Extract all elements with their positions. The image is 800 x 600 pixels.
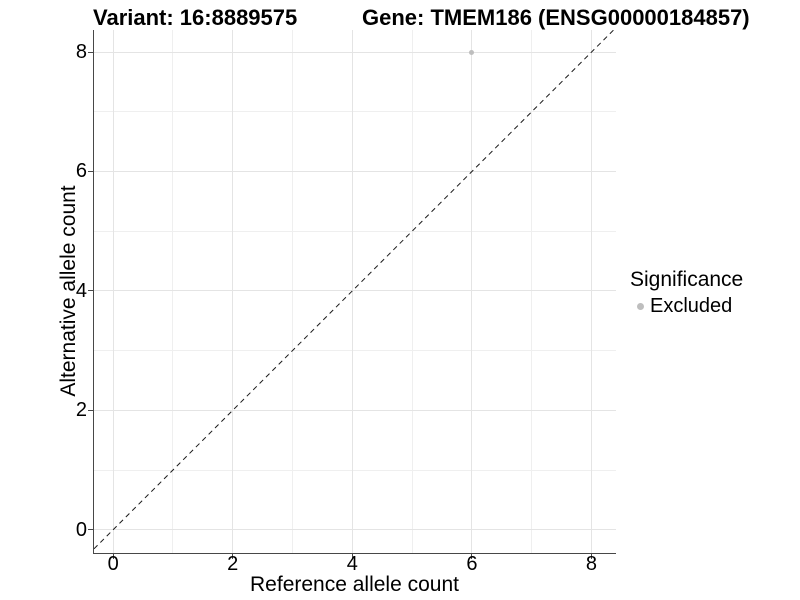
y-tick-label-8: 8 bbox=[75, 41, 87, 64]
variant-title: Variant: 16:8889575 bbox=[93, 5, 298, 30]
y-tick-mark-4 bbox=[88, 290, 93, 292]
y-tick-mark-8 bbox=[88, 51, 93, 53]
minor-gridline-y-5 bbox=[94, 230, 616, 232]
x-tick-mark-0 bbox=[112, 554, 114, 559]
major-gridline-y-8 bbox=[94, 51, 616, 53]
minor-gridline-x-3 bbox=[292, 30, 293, 553]
x-tick-mark-2 bbox=[232, 554, 234, 559]
major-gridline-x-6 bbox=[471, 30, 473, 553]
minor-gridline-x-5 bbox=[411, 30, 413, 553]
x-tick-label-8: 8 bbox=[585, 553, 598, 575]
x-tick-mark-8 bbox=[590, 554, 592, 559]
minor-gridline-y-7 bbox=[94, 111, 616, 113]
legend-item-label: Excluded bbox=[650, 295, 733, 317]
gene-title: Gene: TMEM186 (ENSG00000184857) bbox=[362, 5, 750, 30]
y-tick-label-6: 6 bbox=[75, 160, 87, 183]
y-tick-mark-2 bbox=[88, 409, 93, 411]
x-tick-label-2: 2 bbox=[227, 553, 239, 575]
major-gridline-y-6 bbox=[94, 170, 616, 172]
excluded-point-icon bbox=[636, 302, 644, 310]
plot-panel bbox=[93, 30, 616, 554]
legend: Significance Excluded bbox=[627, 268, 743, 318]
legend-item-excluded: Excluded bbox=[627, 294, 743, 318]
minor-gridline-y-3 bbox=[94, 350, 616, 352]
x-tick-mark-6 bbox=[471, 554, 473, 559]
major-gridline-y-2 bbox=[94, 409, 616, 411]
y-tick-label-2: 2 bbox=[75, 399, 87, 422]
y-tick-mark-6 bbox=[88, 170, 93, 172]
minor-gridline-y-1 bbox=[94, 469, 616, 471]
major-gridline-x-0 bbox=[112, 30, 114, 553]
data-point-6-8 bbox=[469, 49, 475, 55]
major-gridline-y-0 bbox=[94, 529, 616, 531]
legend-key bbox=[632, 294, 648, 318]
major-gridline-x-2 bbox=[232, 30, 234, 553]
minor-gridline-x-1 bbox=[172, 30, 174, 553]
major-gridline-x-8 bbox=[590, 30, 592, 553]
x-tick-label-0: 0 bbox=[107, 553, 119, 575]
x-tick-mark-4 bbox=[351, 554, 353, 559]
x-axis-title: Reference allele count bbox=[250, 573, 459, 596]
y-tick-label-4: 4 bbox=[75, 279, 87, 302]
x-tick-label-6: 6 bbox=[466, 553, 478, 575]
minor-gridline-x-7 bbox=[531, 30, 533, 553]
x-tick-label-4: 4 bbox=[346, 553, 358, 575]
identity-dashed-line bbox=[94, 30, 614, 550]
legend-title: Significance bbox=[630, 268, 744, 291]
major-gridline-y-4 bbox=[94, 290, 616, 292]
y-tick-mark-0 bbox=[88, 529, 93, 531]
y-tick-label-0: 0 bbox=[75, 518, 87, 541]
